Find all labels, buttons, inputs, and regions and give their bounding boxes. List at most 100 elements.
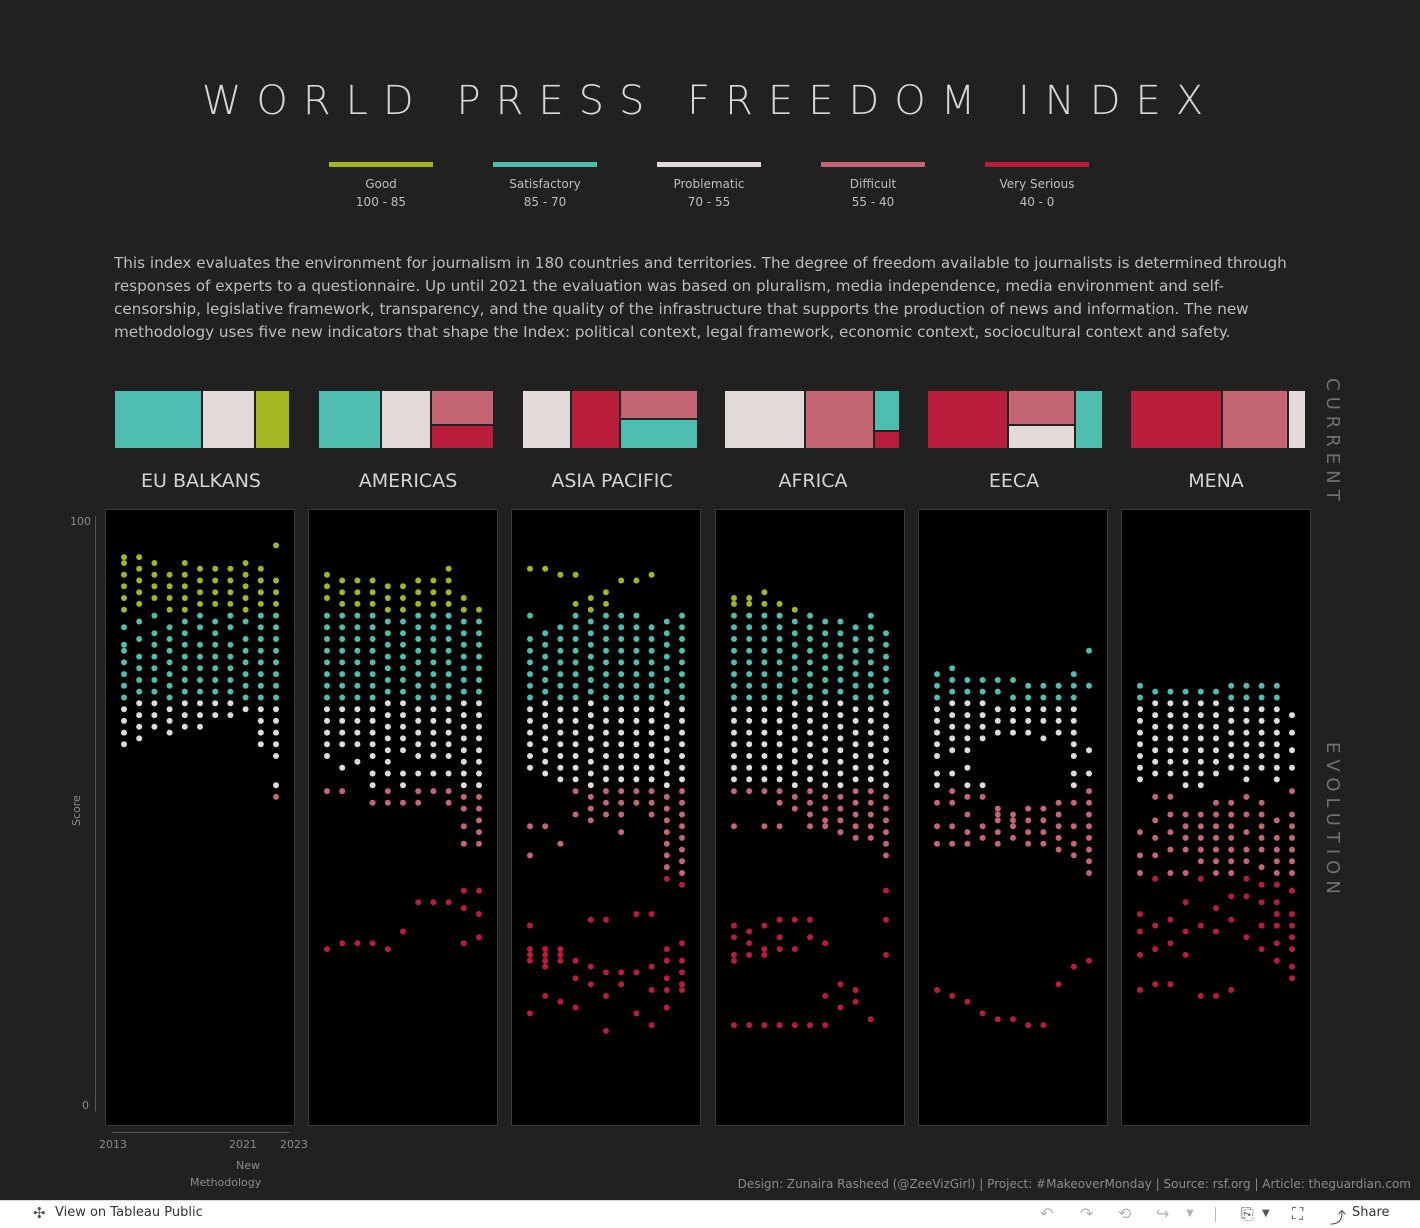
score-point[interactable] [934, 717, 940, 724]
score-point[interactable] [1010, 694, 1016, 701]
score-point[interactable] [1213, 870, 1219, 876]
score-point[interactable] [257, 647, 264, 654]
score-point[interactable] [746, 706, 753, 713]
score-point[interactable] [1228, 694, 1235, 701]
score-point[interactable] [633, 788, 640, 795]
score-point[interactable] [587, 916, 594, 923]
refresh-dropdown-icon[interactable]: ▼ [1186, 1208, 1194, 1219]
score-point[interactable] [883, 805, 889, 812]
score-point[interactable] [852, 799, 859, 806]
score-point[interactable] [415, 647, 422, 654]
score-point[interactable] [807, 823, 813, 830]
score-point[interactable] [867, 753, 874, 759]
score-point[interactable] [542, 688, 549, 695]
score-point[interactable] [476, 641, 482, 648]
score-point[interactable] [852, 811, 859, 818]
score-point[interactable] [542, 677, 549, 683]
score-point[interactable] [354, 600, 361, 607]
score-point[interactable] [633, 799, 640, 806]
score-point[interactable] [791, 1022, 798, 1029]
score-point[interactable] [663, 770, 670, 777]
score-point[interactable] [445, 706, 452, 713]
score-point[interactable] [1182, 758, 1189, 765]
score-point[interactable] [807, 1022, 813, 1029]
score-point[interactable] [151, 653, 158, 660]
score-point[interactable] [746, 1022, 753, 1029]
score-point[interactable] [633, 647, 640, 654]
score-point[interactable] [384, 641, 391, 648]
score-point[interactable] [776, 682, 783, 689]
score-point[interactable] [648, 636, 655, 642]
score-point[interactable] [761, 694, 768, 701]
score-point[interactable] [776, 934, 783, 941]
score-point[interactable] [527, 565, 533, 572]
score-point[interactable] [1197, 723, 1204, 730]
score-point[interactable] [1213, 928, 1219, 935]
score-point[interactable] [648, 764, 655, 771]
score-point[interactable] [415, 717, 422, 724]
legend-item-very-serious[interactable]: Very Serious 40 - 0 [985, 162, 1089, 211]
score-point[interactable] [1258, 834, 1265, 841]
score-point[interactable] [400, 665, 406, 672]
score-point[interactable] [679, 764, 685, 771]
score-point[interactable] [257, 717, 264, 724]
score-point[interactable] [557, 659, 564, 666]
score-point[interactable] [837, 758, 844, 765]
score-point[interactable] [369, 729, 376, 736]
score-point[interactable] [369, 799, 376, 806]
score-point[interactable] [731, 671, 737, 678]
score-point[interactable] [934, 782, 940, 789]
score-point[interactable] [1197, 875, 1204, 882]
score-point[interactable] [1010, 834, 1016, 841]
score-point[interactable] [852, 776, 859, 783]
score-point[interactable] [822, 735, 829, 742]
evolution-panel-eu-balkans[interactable] [105, 509, 295, 1126]
score-point[interactable] [1289, 870, 1295, 876]
score-point[interactable] [324, 706, 330, 713]
score-point[interactable] [791, 665, 798, 672]
score-point[interactable] [1182, 712, 1189, 719]
score-point[interactable] [776, 776, 783, 783]
score-point[interactable] [852, 624, 859, 631]
score-point[interactable] [731, 636, 737, 642]
score-point[interactable] [273, 589, 279, 596]
score-point[interactable] [761, 671, 768, 678]
score-point[interactable] [1055, 834, 1062, 841]
score-point[interactable] [476, 712, 482, 719]
score-point[interactable] [731, 753, 737, 759]
score-point[interactable] [822, 712, 829, 719]
score-point[interactable] [1182, 811, 1189, 818]
score-point[interactable] [415, 612, 422, 619]
score-point[interactable] [1243, 893, 1250, 900]
score-point[interactable] [1197, 922, 1204, 929]
score-point[interactable] [542, 957, 549, 964]
score-point[interactable] [415, 577, 422, 584]
score-point[interactable] [1086, 747, 1092, 754]
score-point[interactable] [867, 741, 874, 748]
score-point[interactable] [648, 624, 655, 631]
score-point[interactable] [776, 717, 783, 724]
score-point[interactable] [460, 606, 467, 613]
score-point[interactable] [587, 688, 594, 695]
score-point[interactable] [181, 653, 188, 660]
score-point[interactable] [1289, 911, 1295, 917]
score-point[interactable] [121, 741, 127, 748]
score-point[interactable] [1055, 981, 1062, 988]
score-point[interactable] [776, 729, 783, 736]
score-point[interactable] [776, 1022, 783, 1029]
treemap-cell-satisfactory[interactable] [114, 390, 202, 449]
score-point[interactable] [949, 688, 956, 695]
score-point[interactable] [197, 589, 203, 596]
score-point[interactable] [994, 688, 1001, 695]
score-point[interactable] [867, 823, 874, 830]
score-point[interactable] [324, 717, 330, 724]
score-point[interactable] [1289, 712, 1295, 719]
score-point[interactable] [618, 659, 625, 666]
score-point[interactable] [852, 987, 859, 993]
treemap-cell-problematic[interactable] [724, 390, 805, 449]
score-point[interactable] [867, 694, 874, 701]
score-point[interactable] [324, 729, 330, 736]
score-point[interactable] [761, 624, 768, 631]
score-point[interactable] [527, 852, 533, 859]
score-point[interactable] [1070, 729, 1077, 736]
